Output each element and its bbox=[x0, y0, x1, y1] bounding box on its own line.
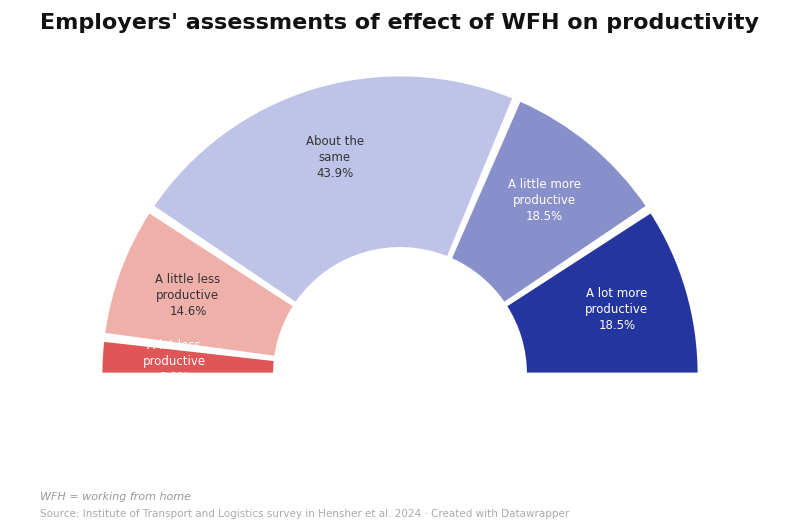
Text: A little less
productive
14.6%: A little less productive 14.6% bbox=[155, 273, 221, 318]
Text: A lot more
productive
18.5%: A lot more productive 18.5% bbox=[586, 287, 649, 332]
Text: A little more
productive
18.5%: A little more productive 18.5% bbox=[508, 178, 581, 223]
Text: WFH = working from home: WFH = working from home bbox=[40, 492, 191, 502]
Text: About the
same
43.9%: About the same 43.9% bbox=[306, 135, 364, 180]
Wedge shape bbox=[153, 75, 514, 304]
Text: Source: Institute of Transport and Logistics survey in Hensher et al. 2024 · Cre: Source: Institute of Transport and Logis… bbox=[40, 509, 570, 519]
Wedge shape bbox=[101, 340, 275, 374]
Wedge shape bbox=[506, 211, 699, 374]
Text: Employers' assessments of effect of WFH on productivity: Employers' assessments of effect of WFH … bbox=[41, 13, 759, 33]
Wedge shape bbox=[104, 211, 294, 357]
Text: A lot less
productive
3.9%: A lot less productive 3.9% bbox=[142, 339, 206, 384]
Wedge shape bbox=[450, 100, 647, 304]
